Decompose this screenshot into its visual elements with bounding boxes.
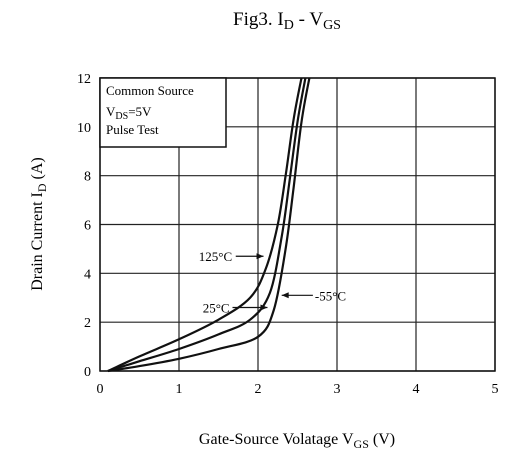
x-tick-label-0: 0 (97, 382, 104, 397)
y-tick-labels: 0 2 4 6 8 10 12 (77, 72, 91, 380)
annotation-label-0: 125°C (199, 249, 232, 264)
legend-line-pulse-test: Pulse Test (106, 122, 159, 137)
x-tick-label-5: 5 (492, 382, 499, 397)
legend-line-vds: VDS=5V (106, 104, 152, 122)
series-line-0 (107, 77, 303, 373)
y-tick-label-6: 12 (77, 72, 91, 87)
y-tick-label-5: 10 (77, 121, 91, 136)
legend-line-common-source: Common Source (106, 83, 194, 98)
y-axis-label: Drain Current ID (A) (29, 157, 49, 291)
y-tick-label-2: 4 (84, 267, 91, 282)
annotation-arrowhead-0 (256, 253, 264, 260)
annotation-arrowhead-1 (260, 304, 268, 311)
x-axis-label: Gate-Source Volatage VGS (V) (199, 431, 395, 451)
plot-frame (99, 77, 496, 372)
annotation-arrowhead-2 (281, 292, 289, 299)
x-tick-label-3: 3 (334, 382, 341, 397)
y-tick-label-4: 8 (84, 170, 91, 185)
x-tick-label-4: 4 (413, 382, 420, 397)
annotation-label-2: -55°C (315, 288, 346, 303)
chart-title: Fig3. ID - VGS (233, 9, 341, 33)
x-tick-labels: 0 1 2 3 4 5 (97, 382, 499, 397)
y-tick-label-0: 0 (84, 365, 91, 380)
annotation-label-1: 25°C (203, 301, 230, 316)
temperature-annotations: 125°C 25°C -55°C (199, 249, 346, 315)
x-tick-label-2: 2 (255, 382, 262, 397)
legend-box-frame (99, 77, 227, 148)
series-line-2 (107, 77, 311, 373)
y-tick-label-3: 6 (84, 219, 91, 234)
x-tick-label-1: 1 (176, 382, 183, 397)
y-tick-label-1: 2 (84, 316, 91, 331)
legend-box: Common Source VDS=5V Pulse Test (99, 77, 227, 148)
